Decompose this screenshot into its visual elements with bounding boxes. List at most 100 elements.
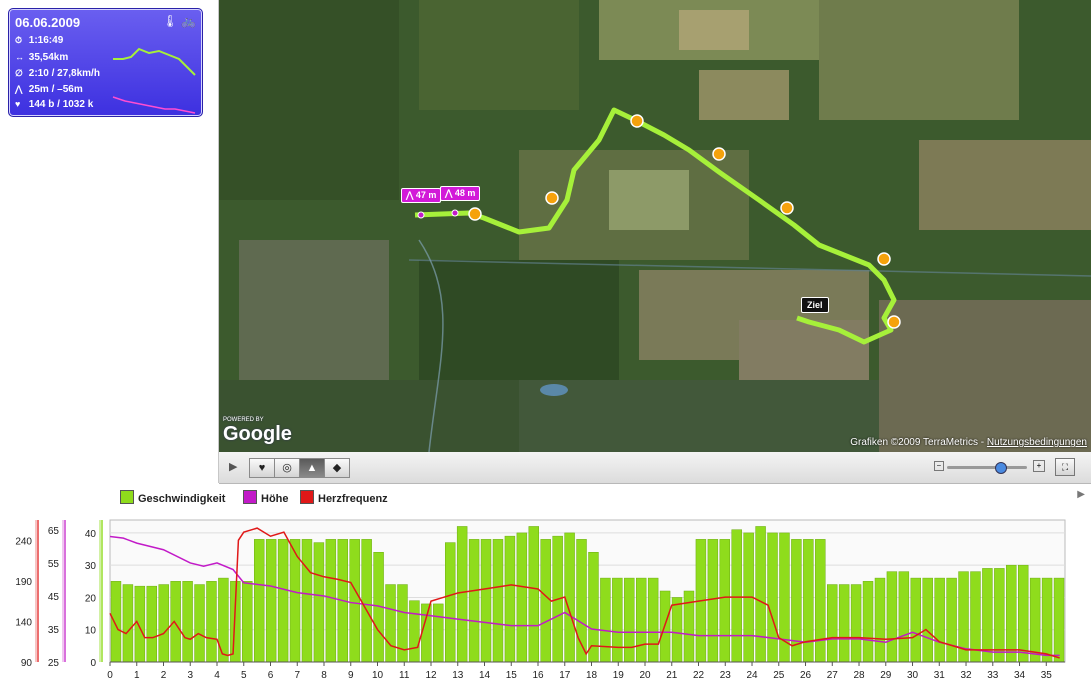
speed-axis-tick-label: 10 xyxy=(85,626,97,637)
speed-bar xyxy=(671,597,683,663)
x-tick-label: 35 xyxy=(1041,670,1053,681)
x-tick-label: 21 xyxy=(666,670,678,681)
thermometer-icon: 🌡 xyxy=(162,14,178,28)
speed-axis-tick-label: 40 xyxy=(85,529,97,540)
start-point-b xyxy=(451,209,459,217)
speed-axis-tick-label: 20 xyxy=(85,593,97,604)
heart-axis-tick-label: 240 xyxy=(15,536,32,547)
speed-bar xyxy=(277,539,289,663)
x-tick-label: 32 xyxy=(960,670,972,681)
satellite-view-button[interactable]: ▲ xyxy=(299,458,325,478)
x-tick-label: 34 xyxy=(1014,670,1026,681)
legend-speed[interactable]: Geschwindigkeit xyxy=(120,490,225,505)
altitude-axis-tick-label: 65 xyxy=(48,526,60,537)
route-marker xyxy=(712,147,726,161)
x-tick-label: 19 xyxy=(613,670,625,681)
speed-bar xyxy=(385,584,396,663)
route-marker xyxy=(468,207,482,221)
speed-axis-bar xyxy=(99,520,103,662)
speed-bar xyxy=(254,539,265,663)
legend-altitude[interactable]: Höhe xyxy=(243,490,289,505)
x-tick-label: 16 xyxy=(532,670,544,681)
play-button[interactable]: ▶ xyxy=(229,461,238,473)
altitude-axis-tick-label: 25 xyxy=(48,658,60,669)
zoom-slider-thumb[interactable] xyxy=(995,462,1007,474)
speed-bar xyxy=(397,584,408,663)
speed-bar xyxy=(409,600,420,663)
speed-bar xyxy=(636,577,647,663)
altitude-axis-tick-label: 35 xyxy=(48,625,60,636)
speed-bar xyxy=(445,542,456,663)
google-logo-text: Google xyxy=(223,423,292,445)
speed-bar xyxy=(1006,564,1017,663)
x-tick-label: 24 xyxy=(746,670,758,681)
x-tick-label: 2 xyxy=(161,670,167,681)
speed-bar xyxy=(838,584,850,663)
speed-bar xyxy=(540,539,551,663)
speed-bar xyxy=(158,584,169,663)
altitude-line xyxy=(109,535,1060,657)
stopwatch-icon: ⏱ xyxy=(15,35,23,45)
zoom-slider[interactable] xyxy=(947,462,1027,474)
zoom-out-icon[interactable]: – xyxy=(934,461,944,471)
satellite-map[interactable]: ⋀ 47 m ⋀ 48 m Ziel POWERED BY Google Graf… xyxy=(219,0,1091,452)
speed-bar xyxy=(206,581,217,663)
speed-bar xyxy=(827,584,838,663)
route-marker xyxy=(545,191,559,205)
x-tick-label: 15 xyxy=(506,670,518,681)
legend-altitude-label: Höhe xyxy=(261,493,289,505)
legend-heart[interactable]: Herzfrequenz xyxy=(300,490,388,505)
speed-row: ∅ 2:10 / 27,8km/h xyxy=(15,68,100,79)
map-toolbar: ▶ ♥ ◎ ▲ ◆ – + ⛶ xyxy=(219,452,1091,484)
speed-bar xyxy=(433,603,444,663)
map-view-button[interactable]: ◎ xyxy=(274,458,300,478)
speed-bar xyxy=(815,539,826,663)
chart-expand-arrow[interactable]: ▶ xyxy=(1077,489,1085,500)
speed-bar xyxy=(421,603,432,663)
google-logo[interactable]: POWERED BY Google xyxy=(223,417,292,446)
attribution-text: Grafiken ©2009 TerraMetrics - xyxy=(850,437,987,448)
speed-bar xyxy=(994,568,1005,663)
terms-link[interactable]: Nutzungsbedingungen xyxy=(986,437,1087,448)
speed-bar xyxy=(480,539,492,663)
speed-axis-tick-label: 30 xyxy=(85,561,97,572)
heart-axis-bar xyxy=(35,520,39,662)
speed-bar xyxy=(862,581,874,663)
speed-bar xyxy=(182,581,193,663)
duration-value: 1:16:49 xyxy=(28,35,64,46)
workout-summary-card[interactable]: 06.06.2009 🌡 🚲 ⏱ 1:16:49 ↔ 35,54km ∅ 2:1… xyxy=(8,8,203,117)
legend-heart-swatch xyxy=(300,490,314,504)
speed-axis-tick-label: 0 xyxy=(90,658,96,669)
x-tick-label: 1 xyxy=(134,670,140,681)
zoom-in-icon[interactable]: + xyxy=(1033,460,1045,472)
hybrid-view-button[interactable]: ◆ xyxy=(324,458,350,478)
elevation-icon: ⋀ xyxy=(15,84,23,94)
altitude-axis-tick-label: 45 xyxy=(48,592,60,603)
mini-heart-line xyxy=(112,96,196,114)
x-tick-label: 13 xyxy=(452,670,464,681)
speed-bar xyxy=(647,577,659,663)
mini-speed-line xyxy=(113,47,196,76)
duration-row: ⏱ 1:16:49 xyxy=(15,35,63,46)
x-tick-label: 8 xyxy=(321,670,327,681)
x-tick-label: 3 xyxy=(187,670,193,681)
speed-bar xyxy=(886,571,898,663)
route-marker xyxy=(887,315,901,329)
heart-value: 144 b / 1032 k xyxy=(28,99,94,110)
heart-view-button[interactable]: ♥ xyxy=(249,458,275,478)
speed-bar xyxy=(731,529,742,663)
heart-icon: ♥ xyxy=(15,99,21,109)
distance-icon: ↔ xyxy=(15,52,24,62)
speed-bar xyxy=(1029,577,1041,663)
speed-bar xyxy=(755,526,766,663)
speed-bar xyxy=(898,571,910,663)
workout-date: 06.06.2009 xyxy=(15,15,81,30)
speed-bar xyxy=(242,581,253,663)
speed-bar xyxy=(170,581,181,663)
fullscreen-button[interactable]: ⛶ xyxy=(1055,458,1075,476)
end-label: Ziel xyxy=(801,297,829,313)
x-tick-label: 31 xyxy=(934,670,946,681)
heart-axis-tick-label: 190 xyxy=(15,577,32,588)
speed-bar xyxy=(624,577,635,663)
